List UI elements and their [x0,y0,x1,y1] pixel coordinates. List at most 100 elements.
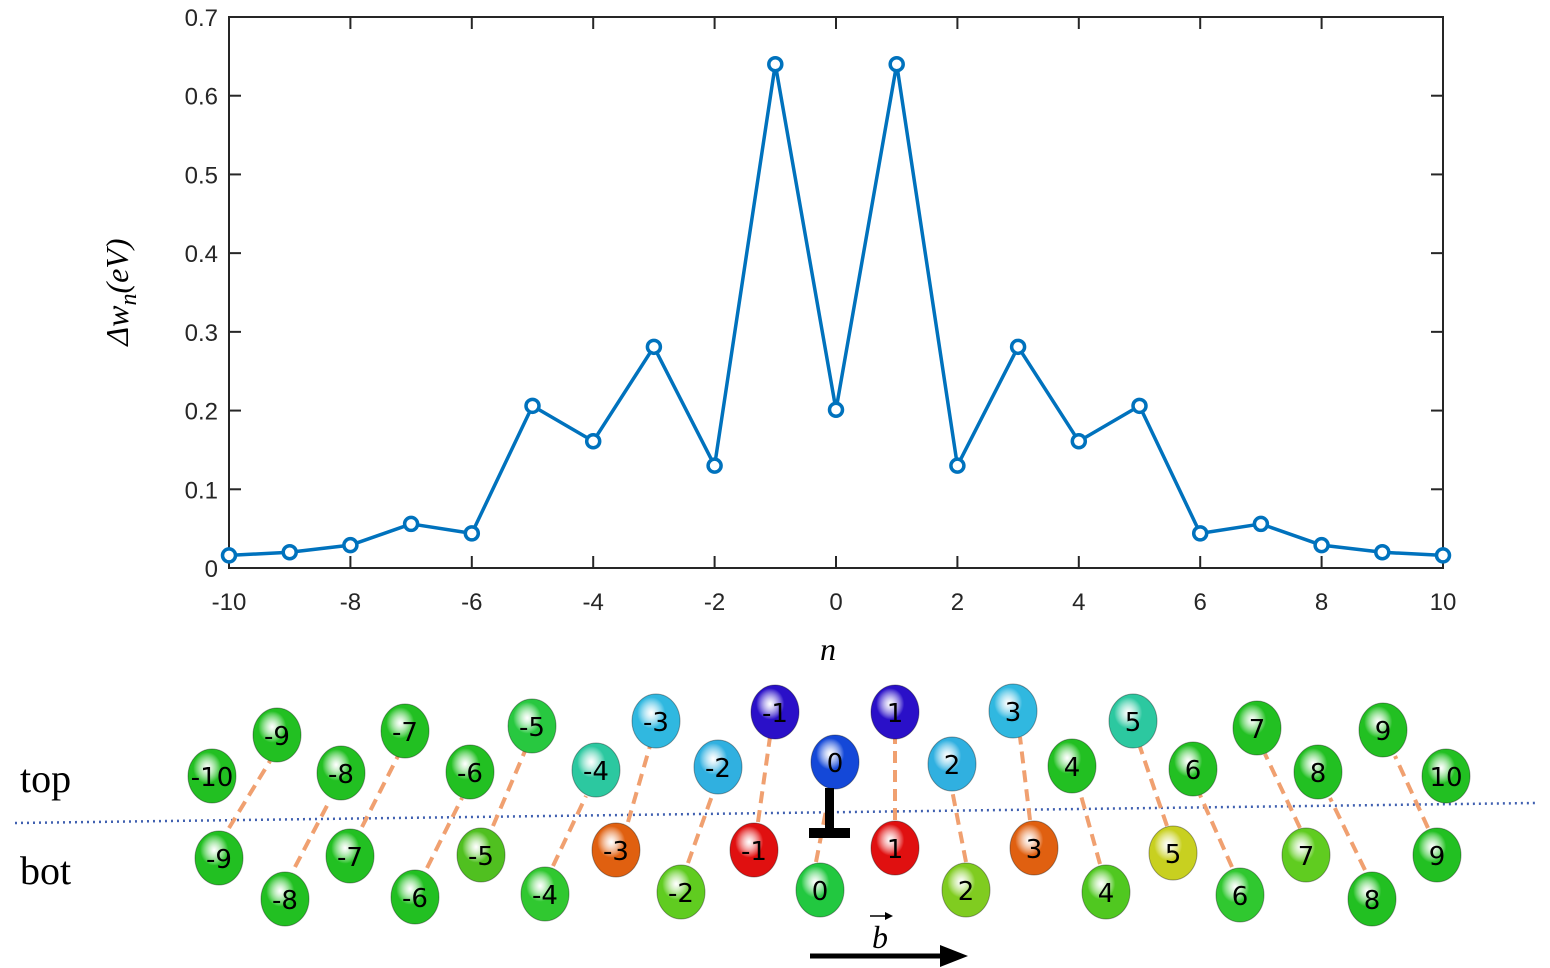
bottom-atom: 3 [1009,820,1059,876]
data-point-marker [1070,433,1088,450]
data-point-marker [463,525,481,542]
x-tick-label: -8 [340,589,361,616]
dislocation-symbol-icon [809,788,850,838]
x-tick-label: 8 [1315,589,1328,616]
y-axis-title: Δwn(eV) [99,238,142,347]
data-point-marker [1009,338,1027,356]
atom-label: 0 [812,877,829,907]
data-point-marker [1374,544,1391,561]
glide-plane-line [14,801,1536,825]
top-atom: 5 [1108,693,1158,749]
atom-label: 7 [1298,842,1315,872]
bond-line [425,797,464,869]
data-point-marker [767,55,784,73]
atom-label: -7 [337,843,363,873]
bond-line [1198,794,1234,868]
bottom-atom: -7 [325,828,375,884]
data-point-marker [1313,536,1330,554]
top-atom: -7 [380,703,430,759]
atom-label: -1 [741,837,767,867]
top-atom: 8 [1293,744,1343,800]
atom-label: -8 [272,886,298,916]
x-tick-label: 0 [829,589,842,616]
data-point-marker [1191,525,1209,542]
data-point-marker [949,457,966,474]
data-point-marker [524,397,541,415]
top-atom: 4 [1047,738,1097,794]
y-tick-label: 0.6 [185,84,218,111]
top-atom: -5 [507,698,557,754]
x-tick-label: -10 [212,589,247,616]
data-point-marker [888,55,905,73]
atom-label: -7 [392,718,418,748]
y-axis-ticks: 0 0.1 0.2 0.3 0.4 0.5 0.6 0.7 [185,5,1443,583]
top-atom: 1 [870,684,920,740]
atom-label: -9 [206,845,232,875]
x-tick-label: 6 [1194,589,1207,616]
top-atom: -9 [252,707,302,763]
bond-line [551,795,588,867]
x-tick-label: -6 [461,589,482,616]
atom-label: -10 [191,763,233,793]
line-chart: -10 -8 -6 -4 -2 0 2 4 6 8 10 0 0.1 0.2 0.3 0.4 0.5 0.6 0.… [99,5,1456,667]
bottom-atom: 4 [1081,864,1131,920]
row-label-bot: bot [20,848,71,893]
atom-label: 3 [1005,698,1022,728]
bond-line [950,789,968,863]
bottom-atom: -6 [390,869,440,925]
data-point-marker [706,457,723,474]
bottom-atom: -1 [729,822,779,878]
bond-line [1328,797,1367,871]
y-tick-label: 0.7 [185,5,218,32]
atom-label: -4 [583,757,609,787]
atom-label: 5 [1165,840,1182,870]
atom-label: -3 [603,837,629,867]
atom-label: -8 [328,760,354,790]
x-tick-label: -4 [583,589,604,616]
bottom-atom: -9 [194,830,244,886]
top-atom: 10 [1421,748,1471,804]
x-tick-label: -2 [704,589,725,616]
top-atom: -6 [445,744,495,800]
bottom-atom: 1 [870,820,920,876]
atom-label: -1 [762,699,788,729]
data-point-marker [1131,397,1148,415]
atom-label: 3 [1026,835,1043,865]
atom-label: 9 [1375,717,1392,747]
atom-label: -6 [402,884,428,914]
atom-label: 4 [1064,753,1081,783]
y-tick-label: 0.5 [185,162,218,189]
y-tick-label: 0 [205,556,218,583]
bottom-row-atoms: -9 -8 -7 -6 -5 -4 -3 -2 -1 0 1 2 3 4 5 6 7 8 9 [194,820,1462,927]
bottom-atom: -3 [591,822,641,878]
atom-label: -4 [532,881,558,911]
top-atom: -3 [631,693,681,749]
data-point-marker [220,547,238,564]
bond-line [293,799,332,868]
atom-label: 7 [1249,715,1266,745]
vector-arrow-over-b-icon [870,912,893,920]
top-atom: 2 [927,736,977,792]
data-markers [220,55,1452,564]
atom-label: -2 [705,754,731,784]
bottom-atom: 9 [1412,827,1462,883]
row-label-top: top [20,756,71,801]
data-point-marker [1434,547,1452,564]
bottom-atom: 5 [1148,825,1198,881]
atom-label: 1 [887,835,904,865]
atom-label: -3 [643,708,669,738]
bottom-atom: -8 [260,871,310,927]
burgers-vector-label: b [872,919,888,955]
plot-area [228,16,1444,569]
bond-line [1393,755,1430,829]
bond-line [1263,753,1302,829]
data-point-marker [827,401,845,419]
y-tick-label: 0.3 [185,320,218,347]
top-atom: -1 [750,684,800,740]
bottom-atom: 8 [1347,871,1397,927]
data-point-marker [645,338,663,356]
atom-label: 2 [958,877,975,907]
atom-label: 10 [1429,763,1462,793]
bond-line [756,736,772,823]
